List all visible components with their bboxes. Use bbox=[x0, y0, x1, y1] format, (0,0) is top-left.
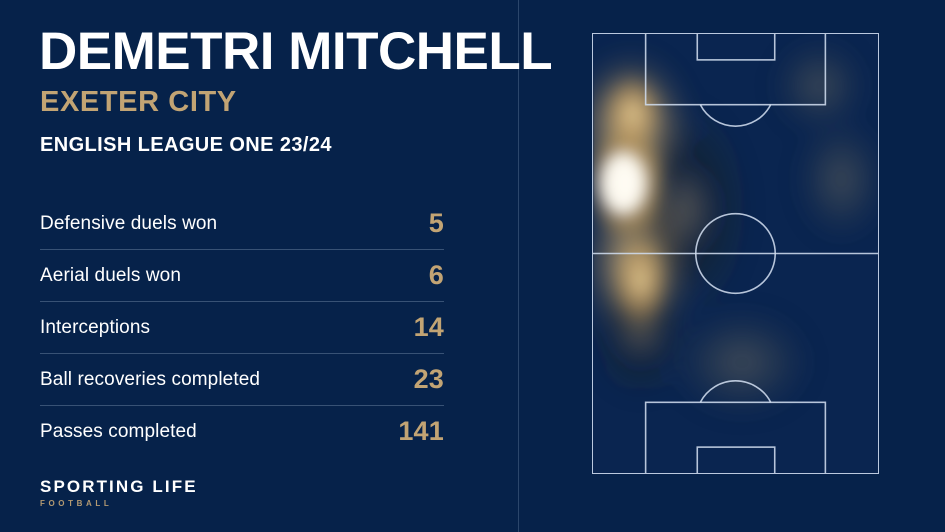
stat-value: 6 bbox=[428, 260, 444, 290]
stat-value: 141 bbox=[398, 416, 444, 446]
heatmap-panel bbox=[518, 0, 945, 532]
table-row: Ball recoveries completed 23 bbox=[40, 354, 444, 406]
table-row: Interceptions 14 bbox=[40, 302, 444, 354]
table-row: Aerial duels won 6 bbox=[40, 250, 444, 302]
logo-section-label: FOOTBALL bbox=[40, 499, 113, 508]
stat-label: Defensive duels won bbox=[40, 212, 218, 234]
logo-wordmark: SPORTING LIFE bbox=[40, 477, 198, 496]
table-row: Defensive duels won 5 bbox=[40, 198, 444, 250]
stat-label: Passes completed bbox=[40, 420, 197, 442]
table-row: Passes completed 141 bbox=[40, 406, 444, 457]
club-subtitle: EXETER CITY bbox=[40, 86, 237, 118]
competition-label: ENGLISH LEAGUE ONE 23/24 bbox=[40, 134, 332, 156]
stats-table: Defensive duels won 5 Aerial duels won 6… bbox=[40, 198, 444, 457]
stat-label: Aerial duels won bbox=[40, 264, 182, 286]
page-title: DEMETRI MITCHELL bbox=[39, 22, 553, 81]
football-pitch bbox=[592, 33, 879, 474]
stat-value: 14 bbox=[413, 312, 444, 342]
heatmap-layer bbox=[593, 39, 878, 417]
sporting-life-logo: SPORTING LIFE FOOTBALL bbox=[40, 477, 198, 509]
stat-value: 5 bbox=[428, 208, 444, 238]
stat-label: Interceptions bbox=[40, 316, 151, 338]
panel-divider bbox=[518, 0, 519, 532]
stat-value: 23 bbox=[413, 364, 444, 394]
info-panel: DEMETRI MITCHELL EXETER CITY ENGLISH LEA… bbox=[39, 23, 553, 509]
stat-label: Ball recoveries completed bbox=[40, 368, 261, 390]
